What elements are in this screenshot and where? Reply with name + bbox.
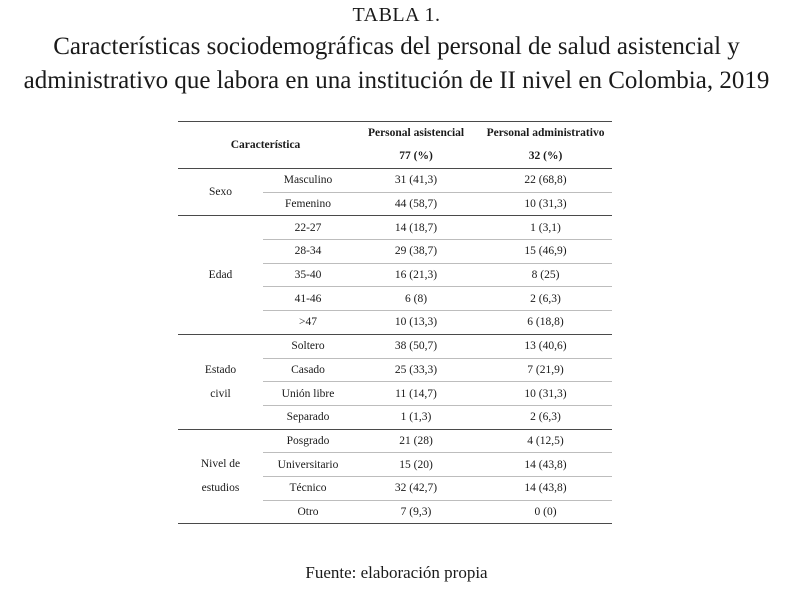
subcategory-cell: >47 — [263, 310, 354, 335]
group-label-cell: Nivel de estudios — [178, 429, 263, 525]
group-label: Nivel de — [200, 458, 241, 471]
table-row: Edad 22-27 14 (18,7) 1 (3,1) — [178, 215, 613, 335]
subcategory-cell: Masculino — [263, 168, 354, 193]
administrativo-value-cell: 0 (0) — [479, 500, 613, 525]
asistencial-value-cell: 32 (42,7) — [353, 476, 480, 501]
subcategory-cell: 41-46 — [263, 286, 354, 312]
table-row: Universitario 15 (20) 14 (43,8) — [178, 452, 613, 477]
table-row: >47 10 (13,3) 6 (18,8) — [178, 310, 613, 335]
table-row: Técnico 32 (42,7) 14 (43,8) — [178, 476, 613, 501]
asistencial-value-cell: 38 (50,7) — [353, 334, 480, 359]
table-title: Características sociodemográficas del pe… — [0, 30, 793, 98]
sociodemographic-table: Característica Personal asistencial Pers… — [178, 121, 613, 525]
subcategory-cell: Unión libre — [263, 381, 354, 406]
asistencial-value-cell: 11 (14,7) — [353, 381, 480, 406]
administrativo-value-cell: 14 (43,8) — [479, 452, 613, 477]
subcategory-cell: Técnico — [263, 476, 354, 501]
asistencial-value-cell: 14 (18,7) — [353, 215, 480, 241]
asistencial-value-cell: 25 (33,3) — [353, 358, 480, 383]
table-row: Unión libre 11 (14,7) 10 (31,3) — [178, 381, 613, 406]
group-label-cell: Edad — [178, 215, 263, 335]
administrativo-value-cell: 15 (46,9) — [479, 239, 613, 264]
group-label: Edad — [208, 269, 233, 282]
administrativo-value-cell: 10 (31,3) — [479, 381, 613, 406]
table-source: Fuente: elaboración propia — [305, 563, 488, 582]
group-label-line-2: civil — [210, 387, 231, 400]
administrativo-value-cell: 14 (43,8) — [479, 476, 613, 501]
table-row: Sexo Masculino 31 (41,3) 22 (68,8) — [178, 168, 613, 217]
asistencial-value-cell: 6 (8) — [353, 286, 480, 312]
administrativo-value-cell: 13 (40,6) — [479, 334, 613, 359]
subcategory-cell: Otro — [263, 500, 354, 525]
header-asistencial: Personal asistencial — [353, 121, 480, 144]
header-characteristic: Característica — [178, 121, 354, 169]
subcategory-cell: 28-34 — [263, 239, 354, 264]
asistencial-value-cell: 29 (38,7) — [353, 239, 480, 264]
group-label: Estado — [204, 363, 237, 376]
asistencial-value-cell: 16 (21,3) — [353, 263, 480, 288]
table-label: TABLA 1. — [352, 4, 441, 26]
subcategory-cell: 22-27 — [263, 215, 354, 241]
subcategory-cell: Femenino — [263, 192, 354, 217]
header-administrativo: Personal administrativo — [479, 121, 613, 144]
table-row: Estado civil Soltero 38 (50,7) 13 (40,6) — [178, 334, 613, 430]
subcategory-cell: Soltero — [263, 334, 354, 359]
group-label-line-2: estudios — [201, 482, 240, 495]
administrativo-value-cell: 7 (21,9) — [479, 358, 613, 383]
administrativo-value-cell: 22 (68,8) — [479, 168, 613, 193]
administrativo-value-cell: 6 (18,8) — [479, 310, 613, 335]
table-row: Otro 7 (9,3) 0 (0) — [178, 500, 613, 525]
group-label-cell: Sexo — [178, 168, 263, 217]
table-title-line-2: administrativo que labora en una institu… — [23, 67, 770, 94]
administrativo-value-cell: 10 (31,3) — [479, 192, 613, 217]
subcategory-cell: Posgrado — [263, 429, 354, 454]
asistencial-value-cell: 7 (9,3) — [353, 500, 480, 525]
subcategory-cell: Casado — [263, 358, 354, 383]
administrativo-value-cell: 1 (3,1) — [479, 215, 613, 241]
table-row: Nivel de estudios Posgrado 21 (28) 4 (12,5) — [178, 429, 613, 525]
asistencial-value-cell: 21 (28) — [353, 429, 480, 454]
table-body: Sexo Masculino 31 (41,3) 22 (68,8) Femenino 4… — [178, 168, 613, 525]
table-row: Casado 25 (33,3) 7 (21,9) — [178, 358, 613, 383]
subcategory-cell: 35-40 — [263, 263, 354, 288]
table-row: 35-40 16 (21,3) 8 (25) — [178, 263, 613, 288]
asistencial-value-cell: 10 (13,3) — [353, 310, 480, 335]
administrativo-value-cell: 2 (6,3) — [479, 405, 613, 430]
table-row: Separado 1 (1,3) 2 (6,3) — [178, 405, 613, 430]
administrativo-value-cell: 4 (12,5) — [479, 429, 613, 454]
group-label-cell: Estado civil — [178, 334, 263, 430]
asistencial-value-cell: 1 (1,3) — [353, 405, 480, 430]
administrativo-value-cell: 8 (25) — [479, 263, 613, 288]
asistencial-value-cell: 31 (41,3) — [353, 168, 480, 193]
asistencial-value-cell: 15 (20) — [353, 452, 480, 477]
group-label: Sexo — [209, 186, 232, 199]
administrativo-value-cell: 2 (6,3) — [479, 286, 613, 312]
header-n-asistencial: 77 (%) — [353, 144, 480, 169]
subcategory-cell: Universitario — [263, 452, 354, 477]
asistencial-value-cell: 44 (58,7) — [353, 192, 480, 217]
table-row: 41-46 6 (8) 2 (6,3) — [178, 286, 613, 312]
header-n-administrativo: 32 (%) — [479, 144, 613, 169]
subcategory-cell: Separado — [263, 405, 354, 430]
table-title-line-1: Características sociodemográficas del pe… — [53, 33, 740, 60]
table-row: Femenino 44 (58,7) 10 (31,3) — [178, 192, 613, 217]
data-table-container: Característica Personal asistencial Pers… — [178, 121, 613, 525]
table-row: 28-34 29 (38,7) 15 (46,9) — [178, 239, 613, 264]
